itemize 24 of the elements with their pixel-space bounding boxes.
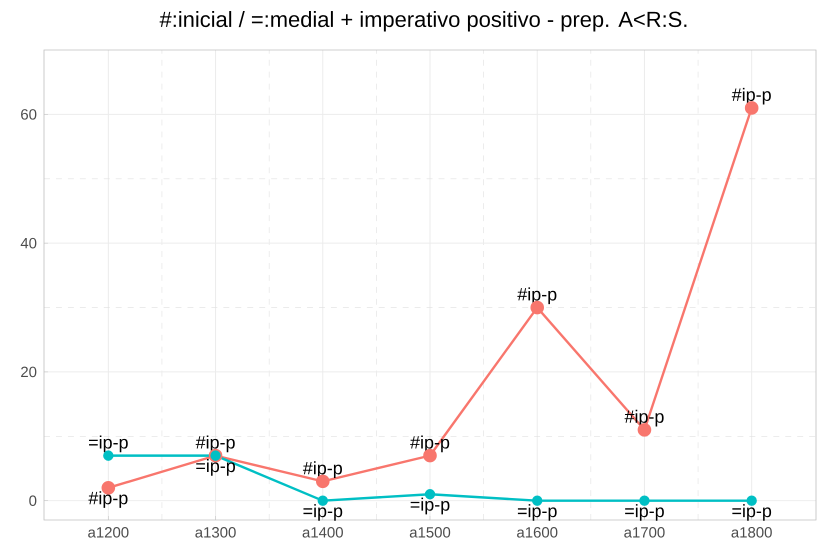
y-tick-label: 0 — [29, 495, 36, 506]
annotation: #ip-p — [88, 491, 128, 508]
y-tick-label: 40 — [20, 238, 36, 248]
x-tick-label: a1400 — [302, 527, 343, 538]
y-tick-label: 60 — [21, 109, 36, 120]
chart-title: #:inicial / =:medial + imperativo positivo - prep. A<R:S. — [160, 11, 686, 32]
annotation: #ip-p — [196, 435, 235, 452]
x-tick-label: a1800 — [732, 527, 772, 538]
annotation: =ip-p — [196, 459, 235, 476]
x-tick-label: a1300 — [195, 527, 236, 538]
x-tick-label: a1600 — [517, 527, 558, 538]
annotation: #ip-p — [302, 461, 342, 478]
annotation: =ip-p — [518, 504, 557, 521]
x-tick-label: a1200 — [88, 527, 129, 538]
annotation: =ip-p — [410, 498, 450, 514]
x-tick-label: a1500 — [410, 527, 450, 538]
y-tick-label: 20 — [21, 366, 36, 378]
annotation: #ip-p — [517, 287, 556, 304]
x-tick-label: a1700 — [624, 527, 665, 538]
annotation: =ip-p — [625, 504, 664, 521]
annotation: =ip-p — [303, 504, 342, 521]
annotation: =ip-p — [89, 435, 128, 452]
annotation: #ip-p — [732, 88, 771, 105]
annotation: =ip-p — [732, 504, 772, 521]
